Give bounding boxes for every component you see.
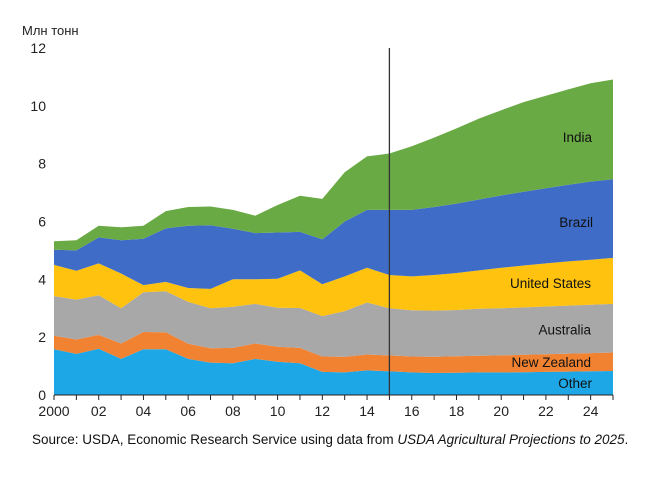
series-labels: Other New Zealand Australia United States Br… xyxy=(510,130,593,391)
y-tick-label: 0 xyxy=(38,387,46,403)
x-tick-label: 08 xyxy=(225,403,241,419)
y-tick-label: 4 xyxy=(38,271,46,287)
series-label: Other xyxy=(558,376,592,391)
area-new-zealand xyxy=(54,332,613,373)
y-tick-label: 2 xyxy=(38,329,46,345)
x-tick-label: 22 xyxy=(538,403,554,419)
series-label: Brazil xyxy=(559,215,593,230)
x-tick-label: 10 xyxy=(270,403,286,419)
source-prefix: Source: USDA, Economic Research Service … xyxy=(32,432,398,447)
x-tick-label: 2000 xyxy=(38,403,69,419)
source-suffix: . xyxy=(624,432,629,447)
x-tick-label: 14 xyxy=(359,403,375,419)
series-label: United States xyxy=(510,276,591,291)
x-tick-label: 24 xyxy=(583,403,599,419)
x-tick-label: 16 xyxy=(404,403,420,419)
source-note: Source: USDA, Economic Research Service … xyxy=(32,430,632,449)
x-tick-label: 18 xyxy=(449,403,465,419)
area-layer xyxy=(54,79,613,395)
y-axis-ticks: 0 2 4 6 8 10 12 xyxy=(30,40,46,403)
area-india xyxy=(54,79,613,251)
x-tick-label: 04 xyxy=(136,403,152,419)
area-brazil xyxy=(54,179,613,289)
x-tick-label: 20 xyxy=(493,403,509,419)
series-label: India xyxy=(563,130,593,145)
x-tick-label: 06 xyxy=(180,403,196,419)
source-title: USDA Agricultural Projections to 2025 xyxy=(397,432,625,447)
unit-label: Млн тонн xyxy=(22,23,79,38)
area-australia xyxy=(54,291,613,357)
series-label: Australia xyxy=(538,322,591,337)
y-tick-label: 8 xyxy=(38,156,46,172)
x-tick-label: 12 xyxy=(315,403,331,419)
area-united-states xyxy=(54,257,613,317)
y-tick-label: 6 xyxy=(38,214,46,230)
x-tick-label: 02 xyxy=(91,403,107,419)
series-label: New Zealand xyxy=(511,355,591,370)
y-tick-label: 12 xyxy=(30,40,46,56)
y-tick-label: 10 xyxy=(30,98,46,114)
x-axis-ticks: 2000 02 04 06 08 10 12 14 16 18 20 22 24 xyxy=(38,395,614,419)
area-other xyxy=(54,348,613,395)
